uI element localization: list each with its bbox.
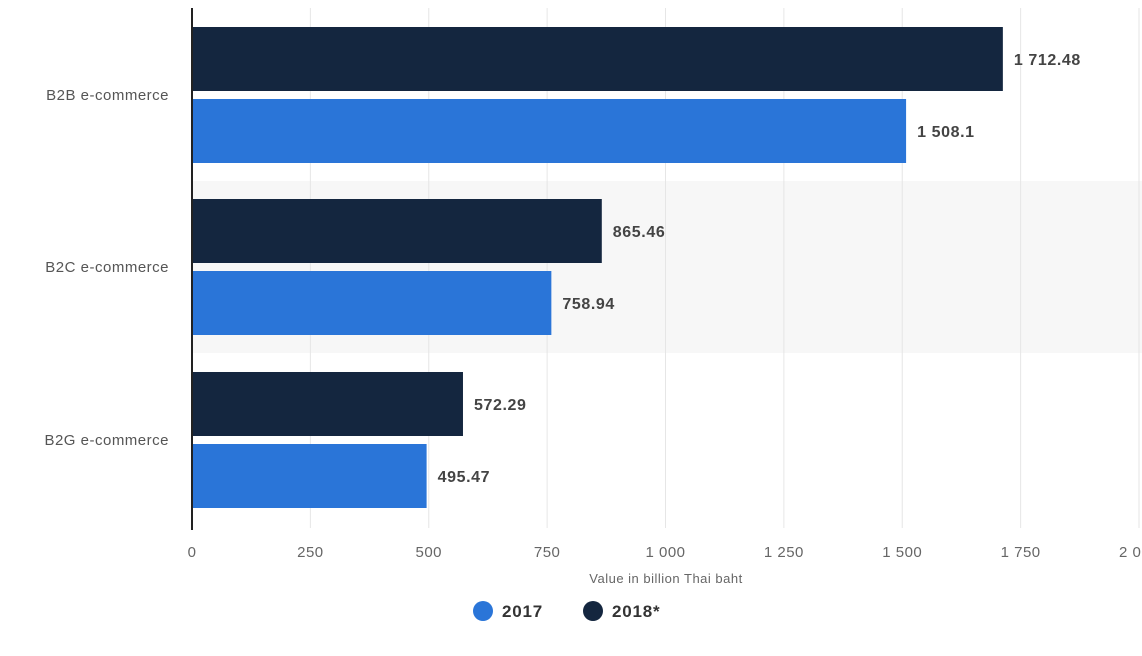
category-label: B2C e-commerce	[45, 259, 169, 276]
category-labels: B2B e-commerce B2C e-commerce B2G e-commer…	[44, 87, 169, 449]
data-label: 495.47	[438, 469, 491, 486]
category-label: B2B e-commerce	[46, 87, 169, 104]
data-label: 1 508.1	[917, 124, 975, 141]
x-tick-label: 500	[415, 544, 442, 561]
x-tick-label: 750	[534, 544, 561, 561]
legend-marker	[583, 601, 603, 621]
legend-item[interactable]: 2017	[473, 601, 543, 621]
bar[interactable]	[192, 444, 427, 508]
x-tick-label: 1 500	[882, 544, 922, 561]
x-tick-label: 1 750	[1001, 544, 1041, 561]
category-label: B2G e-commerce	[44, 432, 169, 449]
bar[interactable]	[192, 372, 463, 436]
x-tick-label: 2 000	[1119, 544, 1142, 561]
data-labels: 1 712.48 1 508.1 865.46 758.94 572.29 495.47	[438, 52, 1081, 486]
x-axis-title: Value in billion Thai baht	[589, 571, 742, 586]
x-tick-label: 1 250	[764, 544, 804, 561]
x-tick-label: 250	[297, 544, 324, 561]
legend[interactable]: 2017 2018*	[473, 601, 660, 621]
bar[interactable]	[192, 271, 552, 335]
bars	[192, 27, 1003, 508]
legend-marker	[473, 601, 493, 621]
x-tick-labels: 0 250 500 750 1 000 1 250 1 500 1 750 2 000	[188, 544, 1142, 561]
data-label: 1 712.48	[1014, 52, 1081, 69]
legend-label: 2017	[502, 602, 543, 621]
grid-lines	[309, 8, 1140, 528]
data-label: 572.29	[474, 397, 527, 414]
bar[interactable]	[192, 199, 602, 263]
data-label: 758.94	[562, 296, 615, 313]
legend-label: 2018*	[612, 602, 660, 621]
x-tick-label: 1 000	[645, 544, 685, 561]
x-tick-label: 0	[188, 544, 197, 561]
bar[interactable]	[192, 99, 907, 163]
data-label: 865.46	[613, 224, 666, 241]
legend-item[interactable]: 2018*	[583, 601, 660, 621]
bar[interactable]	[192, 27, 1003, 91]
